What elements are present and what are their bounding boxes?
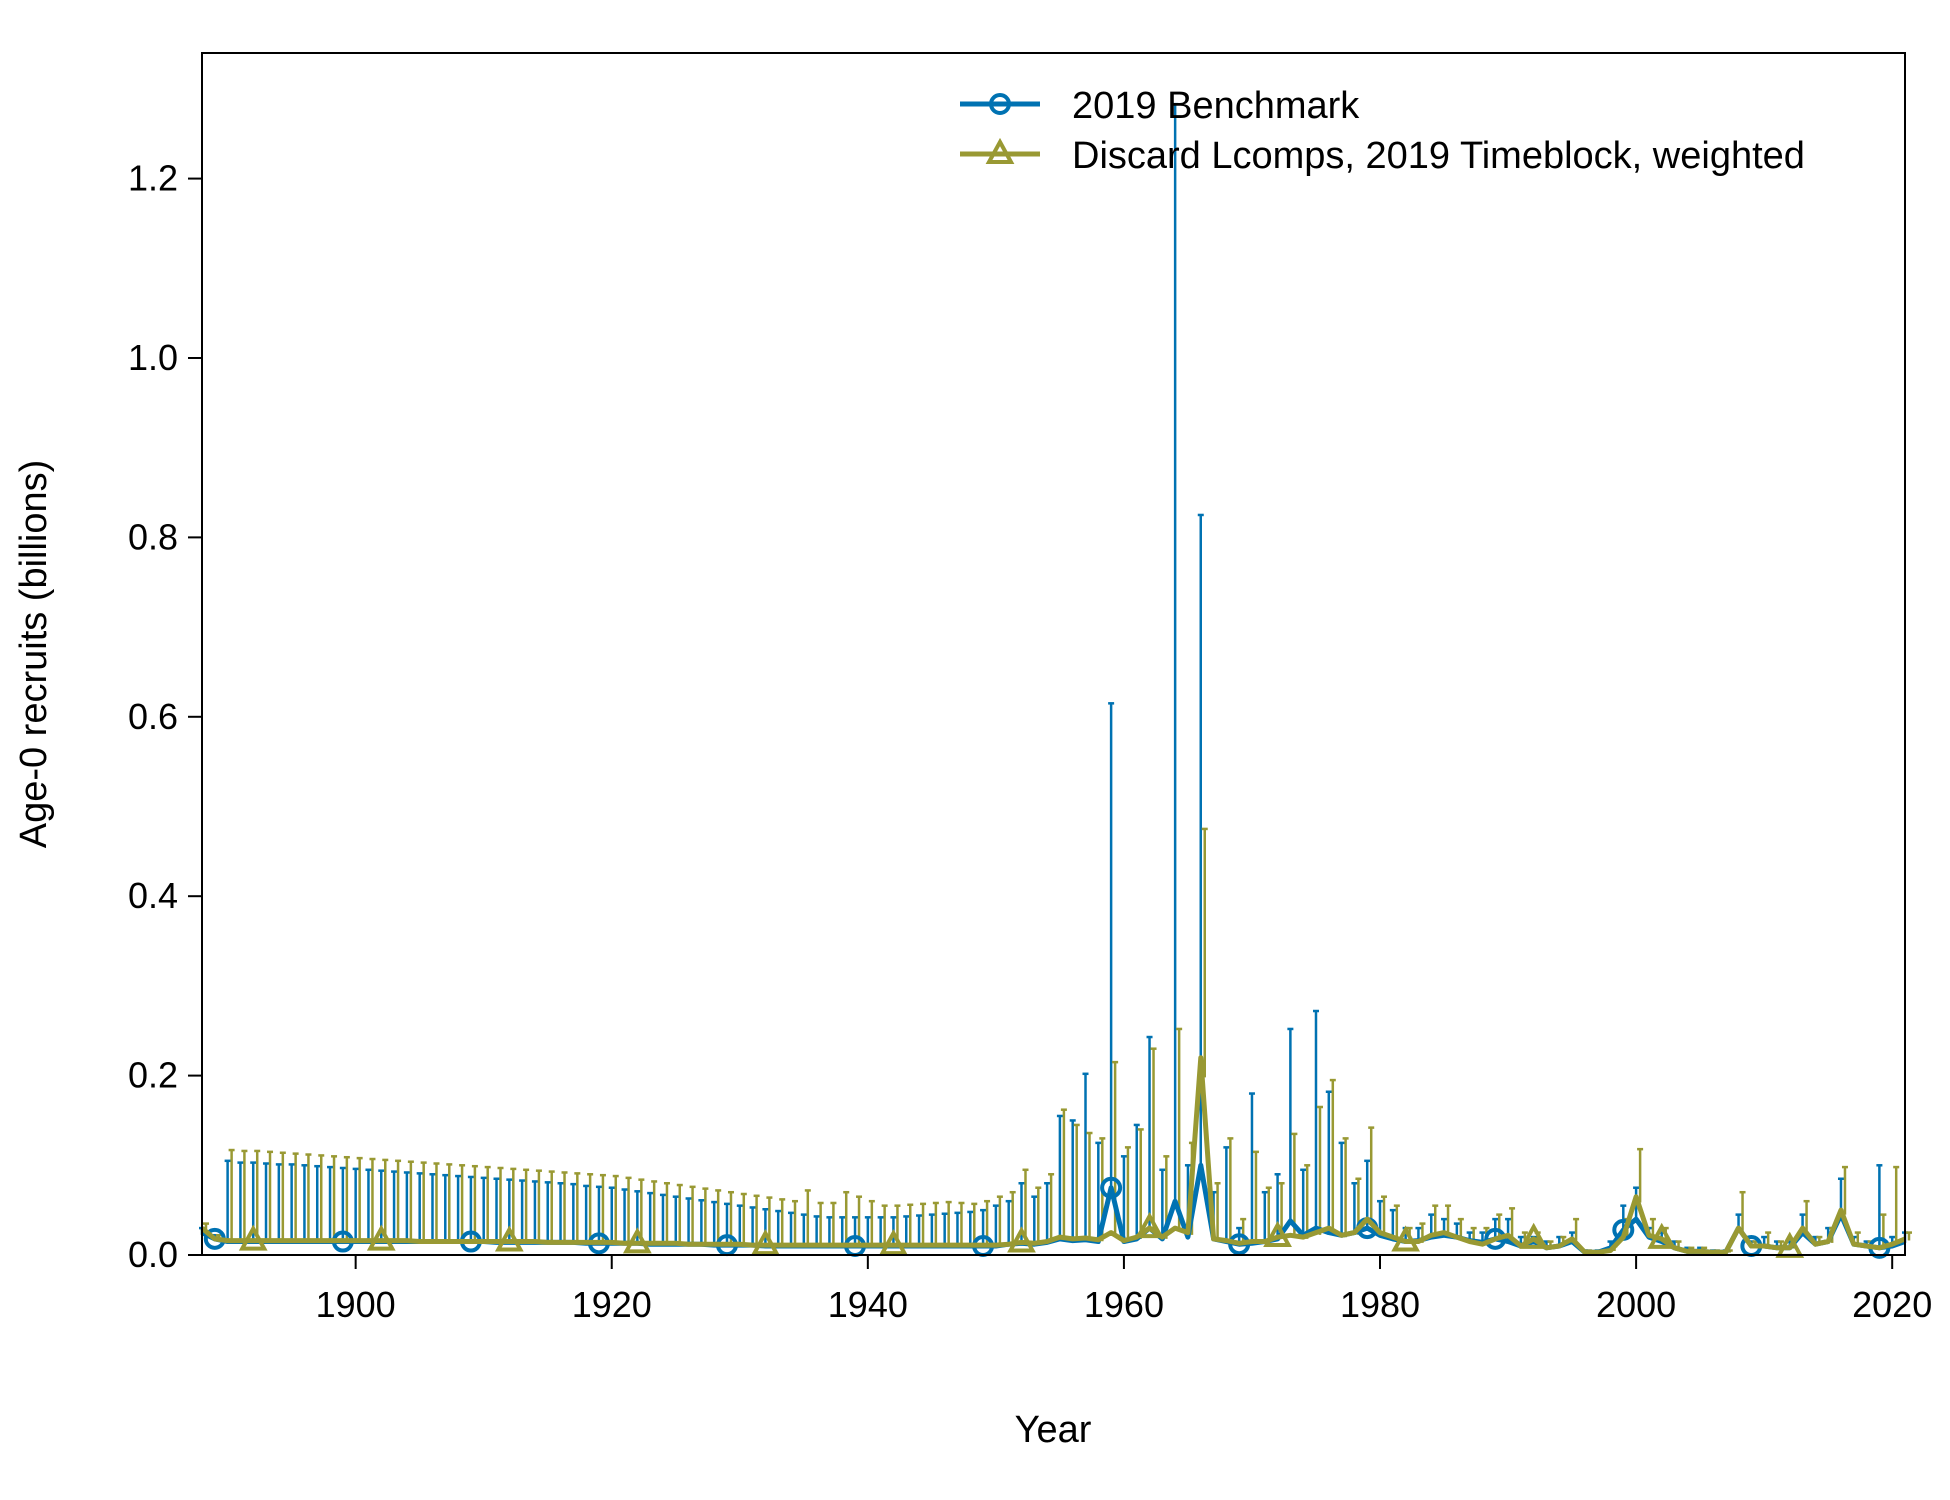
point-marker (1263, 1220, 1292, 1248)
series-line-1 (200, 1055, 1906, 1255)
error-bars-series-0 (199, 102, 1908, 1253)
legend-marker-triangle (985, 137, 1015, 164)
y-tick-label: 0.4 (128, 875, 178, 916)
legend-label-benchmark: 2019 Benchmark (1072, 85, 1360, 127)
point-marker (879, 1228, 908, 1256)
legend: 2019 Benchmark Discard Lcomps, 2019 Time… (960, 85, 1805, 177)
y-tick-label: 1.2 (128, 158, 178, 199)
point-marker (1391, 1225, 1421, 1252)
point-marker (366, 1224, 396, 1251)
point-marker (751, 1228, 780, 1256)
y-axis: 0.0 0.2 0.4 0.6 0.8 1.0 1.2 (128, 158, 202, 1275)
point-marker (238, 1224, 268, 1251)
x-tick-label: 2020 (1852, 1284, 1932, 1325)
x-tick-label: 1900 (316, 1284, 396, 1325)
x-tick-label: 2000 (1596, 1284, 1676, 1325)
point-marker (1100, 1176, 1123, 1199)
point-marker (1007, 1226, 1036, 1253)
x-axis: 1900 1920 1940 1960 1980 2000 2020 (316, 1255, 1932, 1325)
legend-marker-circle (989, 93, 1011, 115)
point-marker (1519, 1222, 1549, 1249)
legend-label-discard: Discard Lcomps, 2019 Timeblock, weighted (1072, 135, 1805, 177)
point-marker (494, 1225, 524, 1252)
plot-frame (201, 52, 1906, 1256)
x-tick-label: 1920 (572, 1284, 652, 1325)
y-tick-label: 0.6 (128, 696, 178, 737)
y-tick-label: 0.8 (128, 516, 178, 557)
x-tick-label: 1940 (828, 1284, 908, 1325)
x-axis-title: Year (1015, 1409, 1092, 1451)
y-tick-label: 0.2 (128, 1055, 178, 1096)
y-tick-label: 1.0 (128, 337, 178, 378)
point-marker (1647, 1222, 1677, 1249)
y-tick-label: 0.0 (128, 1234, 178, 1275)
x-tick-label: 1980 (1340, 1284, 1420, 1325)
point-marker (622, 1227, 652, 1254)
error-bars-layer (199, 102, 1912, 1253)
x-tick-label: 1960 (1084, 1284, 1164, 1325)
series-markers-1 (238, 1211, 1805, 1258)
point-marker (1135, 1211, 1164, 1239)
y-axis-title: Age-0 recruits (billions) (13, 460, 55, 849)
error-bars-series-1 (203, 827, 1912, 1253)
